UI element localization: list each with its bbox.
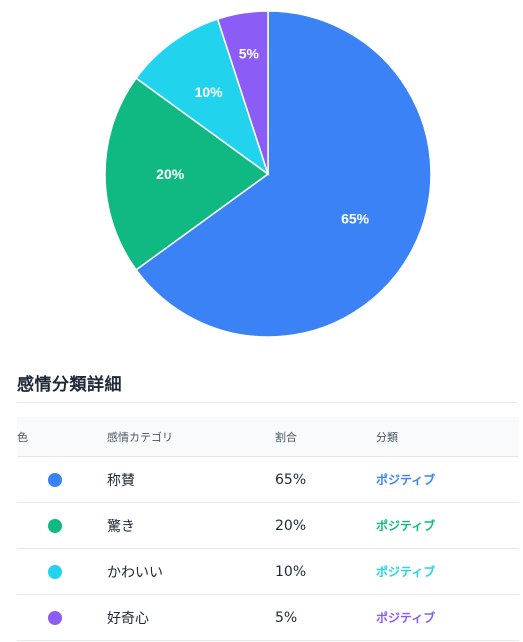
title-divider bbox=[17, 402, 517, 403]
classification-badge: ポジティブ bbox=[376, 565, 436, 579]
slice-label-4: 5% bbox=[239, 45, 260, 61]
pie-slice-2[interactable] bbox=[104, 77, 270, 271]
pie-chart: 65% 20% 10% 5% bbox=[104, 10, 432, 338]
slice-label-1: 65% bbox=[341, 210, 370, 226]
table-row[interactable]: 称賛 65% ポジティブ bbox=[17, 456, 519, 503]
color-cell bbox=[17, 456, 107, 503]
classification-badge: ポジティブ bbox=[376, 473, 436, 487]
classification-cell: ポジティブ bbox=[376, 548, 519, 595]
category-cell: 称賛 bbox=[107, 456, 275, 503]
table-row[interactable]: 好奇心 5% ポジティブ bbox=[17, 594, 519, 641]
pie-slice-1[interactable] bbox=[135, 10, 432, 338]
slice-label-2: 20% bbox=[156, 166, 185, 182]
table-row[interactable]: かわいい 10% ポジティブ bbox=[17, 548, 519, 595]
category-cell: 好奇心 bbox=[107, 594, 275, 641]
classification-cell: ポジティブ bbox=[376, 594, 519, 641]
header-ratio[interactable]: 割合 bbox=[275, 417, 376, 457]
classification-badge: ポジティブ bbox=[376, 611, 436, 625]
category-cell: かわいい bbox=[107, 548, 275, 595]
ratio-cell: 5% bbox=[275, 594, 376, 641]
category-cell: 驚き bbox=[107, 502, 275, 549]
header-color[interactable]: 色 bbox=[17, 417, 107, 457]
classification-cell: ポジティブ bbox=[376, 502, 519, 549]
classification-cell: ポジティブ bbox=[376, 456, 519, 503]
color-cell bbox=[17, 548, 107, 595]
emotion-detail-table: 色 感情カテゴリ 割合 分類 称賛 65% ポジティブ 驚き 20% ポジティブ… bbox=[17, 417, 519, 641]
color-cell bbox=[17, 594, 107, 641]
table-row[interactable]: 驚き 20% ポジティブ bbox=[17, 502, 519, 549]
color-cell bbox=[17, 502, 107, 549]
ratio-cell: 10% bbox=[275, 548, 376, 595]
pie-slice-3[interactable] bbox=[135, 18, 270, 176]
pie-chart-svg: 65% 20% 10% 5% bbox=[104, 10, 432, 338]
classification-badge: ポジティブ bbox=[376, 519, 436, 533]
table-header-row: 色 感情カテゴリ 割合 分類 bbox=[17, 417, 519, 457]
color-dot bbox=[48, 610, 62, 625]
header-category[interactable]: 感情カテゴリ bbox=[107, 417, 275, 457]
color-dot bbox=[48, 564, 62, 579]
section-title: 感情分類詳細 bbox=[17, 375, 122, 395]
ratio-cell: 65% bbox=[275, 456, 376, 503]
header-classification[interactable]: 分類 bbox=[376, 417, 519, 457]
color-dot bbox=[48, 472, 62, 487]
pie-slice-4[interactable] bbox=[216, 10, 269, 175]
color-dot bbox=[48, 518, 62, 533]
ratio-cell: 20% bbox=[275, 502, 376, 549]
slice-label-3: 10% bbox=[195, 84, 224, 100]
